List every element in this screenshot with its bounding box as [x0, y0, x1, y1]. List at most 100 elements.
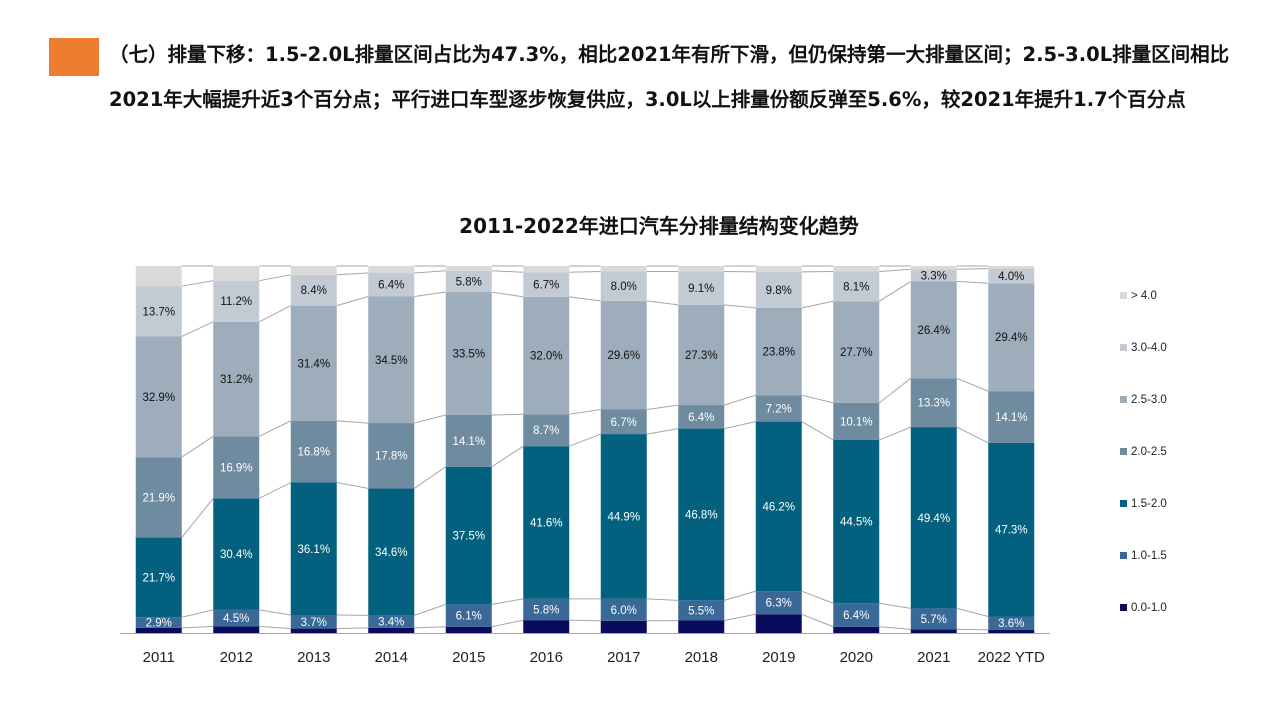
bar-segment-1_01_5-2020	[833, 603, 880, 627]
series-line-segment	[878, 377, 912, 404]
series-connector-lines	[181, 265, 989, 631]
series-line-segment	[259, 274, 291, 282]
series-line-segment	[569, 409, 601, 415]
data-label: 30.4%	[220, 549, 253, 561]
series-line-segment	[259, 482, 291, 499]
x-tick-label: 2012	[220, 649, 253, 666]
series-line-segment	[491, 619, 524, 628]
data-label: 8.1%	[843, 281, 869, 293]
bar-segment-2_02_5-2018	[678, 405, 725, 429]
bar-segment-0_01_0-2021	[910, 629, 957, 633]
x-tick-label: 2013	[297, 649, 330, 666]
bar-segment-0_01_0-2015	[445, 626, 492, 633]
series-line-segment	[569, 296, 601, 302]
legend: > 4.0 3.0-4.0 2.5-3.0 2.0-2.5 1.5-2.0 1.0-1.5…	[1120, 290, 1167, 614]
bar-segment-4_0-2021	[910, 266, 957, 270]
x-tick-label: 2017	[607, 649, 640, 666]
bar-segment-2_02_5-2020	[833, 402, 880, 440]
bar-segment-0_01_0-2018	[678, 620, 725, 633]
bar-segment-0_01_0-2012	[213, 626, 260, 633]
bar-segment-2_02_5-2015	[445, 415, 492, 467]
legend-item: > 4.0	[1120, 290, 1157, 302]
data-label: 23.8%	[762, 347, 795, 359]
bar-segment-1_52_0-2017	[600, 434, 647, 599]
series-line-segment	[724, 590, 756, 601]
bar-segment-2_02_5-2017	[600, 409, 647, 435]
bar-segment-1_52_0-2012	[213, 498, 260, 610]
bar-segment-1_01_5-2015	[445, 604, 492, 627]
series-line-segment	[491, 445, 524, 468]
data-label: 6.7%	[611, 417, 637, 429]
bar-segment-4_0-2017	[600, 266, 647, 272]
bar-segment-4_0-2014	[368, 266, 415, 273]
data-label: 21.9%	[142, 492, 175, 504]
series-line-segment	[956, 607, 989, 617]
series-line-segment	[336, 295, 369, 307]
data-label: 31.2%	[220, 374, 253, 386]
data-label: 34.6%	[375, 547, 408, 559]
bar-segment-2_02_5-2022-YTD	[988, 391, 1035, 443]
series-line-segment	[259, 305, 291, 323]
data-label: 46.2%	[762, 501, 795, 513]
series-line-segment	[646, 404, 679, 410]
bar-segment-4_0-2019	[755, 266, 802, 272]
data-label: 6.1%	[456, 611, 482, 623]
data-label: 4.5%	[223, 613, 249, 625]
bar-segment-1_01_5-2022-YTD	[988, 616, 1035, 630]
bar-segment-4_0-2020	[833, 266, 880, 272]
series-line-segment	[724, 613, 756, 622]
bar-segment-0_01_0-2019	[755, 614, 802, 633]
bar-segment-2_02_5-2011	[135, 457, 182, 538]
legend-item: 2.0-2.5	[1120, 446, 1167, 458]
series-line-segment	[801, 300, 834, 309]
bar-segment-4_0-2013	[290, 266, 337, 275]
legend-label: 2.5-3.0	[1131, 394, 1167, 406]
data-label: 9.8%	[766, 285, 792, 297]
data-label: 6.3%	[766, 598, 792, 610]
bar-segment-1_01_5-2012	[213, 609, 260, 627]
legend-swatch	[1120, 552, 1127, 559]
series-line-segment	[181, 609, 214, 618]
data-label: 3.7%	[301, 617, 327, 629]
x-tick-labels: 2011 2012 2013 2014 2015 2016 2017 2018 2019 2020…	[143, 649, 1045, 666]
bar-segment-2_53_0-2019	[755, 307, 802, 396]
legend-label: 2.0-2.5	[1131, 446, 1167, 458]
series-line-segment	[956, 426, 989, 444]
series-line-segment	[801, 394, 834, 404]
legend-swatch	[1120, 292, 1127, 299]
x-tick-label: 2015	[452, 649, 485, 666]
bar-segment-1_01_5-2019	[755, 591, 802, 615]
bar-segment-1_52_0-2022-YTD	[988, 442, 1035, 617]
bar-segment-1_52_0-2016	[523, 446, 570, 599]
data-label: 14.1%	[995, 412, 1028, 424]
bar-segment-2_02_5-2013	[290, 420, 337, 483]
series-line-segment	[646, 598, 679, 601]
data-label: 44.9%	[607, 511, 640, 523]
data-label: 11.2%	[220, 296, 252, 308]
legend-swatch	[1120, 344, 1127, 351]
data-label: 5.7%	[921, 614, 947, 626]
x-tick-label: 2018	[685, 649, 718, 666]
series-line-segment	[181, 280, 214, 287]
series-line-segment	[569, 271, 601, 273]
bar-segment-1_01_5-2013	[290, 615, 337, 629]
x-tick-label: 2019	[762, 649, 795, 666]
data-label: 14.1%	[452, 436, 485, 448]
series-line-segment	[801, 421, 834, 441]
x-tick-label: 2014	[375, 649, 408, 666]
data-label: 6.4%	[843, 610, 869, 622]
series-line-segment	[878, 280, 912, 302]
series-line-segment	[956, 280, 989, 284]
series-line-segment	[879, 602, 911, 609]
data-label: 46.8%	[685, 509, 718, 521]
series-line-segment	[336, 420, 369, 424]
legend-label: 1.5-2.0	[1131, 498, 1167, 510]
series-line-segment	[414, 603, 446, 616]
legend-item: 0.0-1.0	[1120, 602, 1167, 614]
data-label: 6.4%	[378, 280, 404, 292]
series-line-segment	[413, 466, 447, 489]
bar-segment-3_04_0-2017	[600, 271, 647, 301]
bar-segment-2_53_0-2016	[523, 296, 570, 415]
bar-segment-0_01_0-2022-YTD	[988, 629, 1035, 633]
bar-segment-1_52_0-2019	[755, 421, 802, 592]
